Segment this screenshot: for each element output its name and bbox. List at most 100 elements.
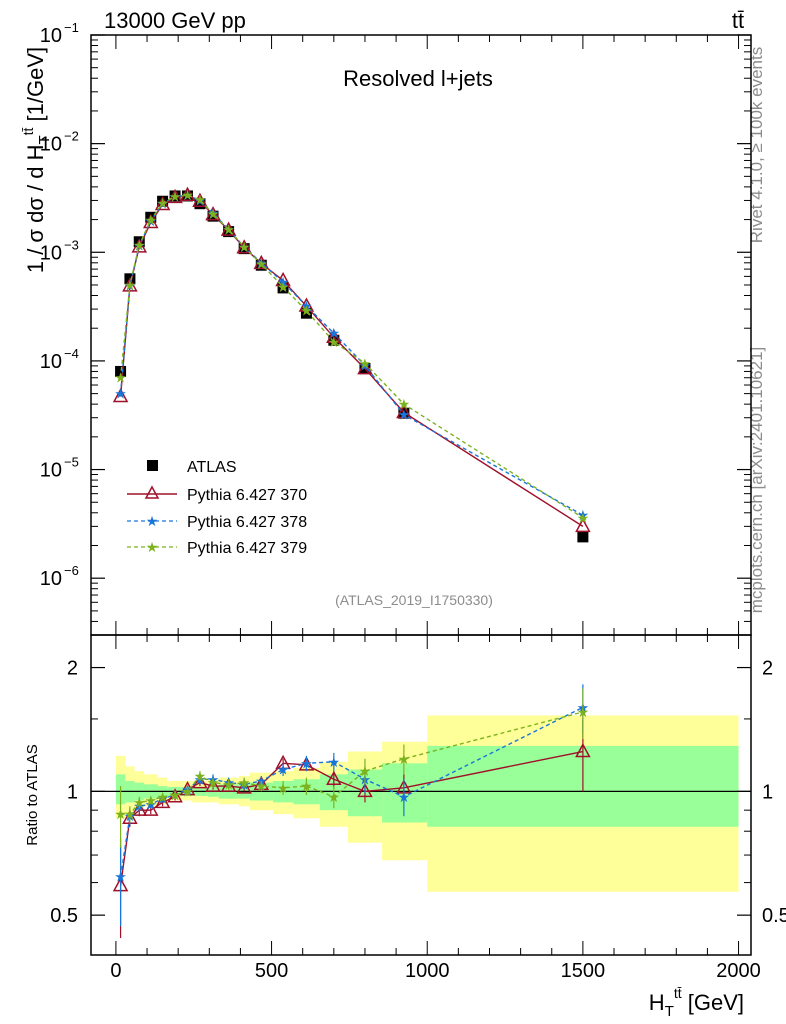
main-series-point-1	[253, 254, 270, 270]
y-label-main: 1 / σ dσ / d H	[23, 145, 48, 274]
legend-marker-379: ★	[146, 539, 159, 555]
x-axis-label: HTtt̄ [GeV]	[649, 985, 744, 1020]
main-series-point-2: ★	[398, 407, 411, 423]
main-series-point-1	[298, 297, 315, 312]
main-series-point-0	[577, 531, 589, 543]
main-series-point-2: ★	[577, 507, 590, 523]
main-series-point-2: ★	[328, 325, 341, 341]
main-series-point-3: ★	[114, 370, 127, 386]
x-tick-label: 0	[110, 960, 121, 982]
main-series-point-0	[223, 226, 235, 238]
ratio-y-axis-label: Ratio to ATLAS	[24, 744, 41, 845]
main-series-point-1	[154, 195, 171, 211]
ratio-y-tick-label-left: 0.5	[50, 905, 78, 927]
x-tick-label: 1500	[561, 960, 606, 982]
legend-marker-atlas	[147, 460, 158, 471]
main-series-point-2: ★	[194, 192, 207, 208]
main-series-point-2: ★	[300, 298, 313, 314]
main-y-tick-label: 10	[40, 351, 62, 373]
main-series-point-0	[207, 210, 219, 222]
ratio-series-point-0	[143, 801, 159, 816]
main-series-point-3: ★	[398, 396, 411, 412]
main-series-point-3: ★	[124, 277, 137, 293]
main-series-point-1	[143, 213, 159, 229]
ratio-series-point-2: ★	[114, 806, 127, 822]
main-series-line-3	[119, 194, 584, 519]
main-y-axis-label: 1 / σ dσ / d HTtt̄ [1/GeV]	[20, 47, 53, 273]
legend: ATLAS Pythia 6.427 370 ★ Pythia 6.427 37…	[127, 459, 307, 557]
process-label: tt̄	[732, 8, 744, 33]
main-series-point-0	[115, 365, 127, 377]
legend-label-379: Pythia 6.427 379	[187, 540, 307, 557]
energy-label: 13000 GeV pp	[104, 8, 246, 33]
main-series-point-0	[157, 195, 169, 207]
rivet-version-label: Rivet 4.1.0, ≥ 100k events	[747, 47, 766, 243]
main-series-point-1	[205, 206, 221, 221]
main-series-point-2: ★	[114, 386, 127, 402]
main-series-point-3: ★	[277, 279, 290, 295]
ratio-plot-frame	[90, 634, 752, 956]
x-label-main: H	[649, 990, 665, 1015]
ratio-series-point-0	[220, 777, 237, 792]
ratio-series-point-2: ★	[194, 768, 207, 784]
ratio-axis-ticks: 0.5 0.5 1 1 2 2 0 500 1000 1500 2000	[50, 635, 786, 982]
main-series-point-3: ★	[133, 237, 146, 253]
main-series-point-0	[194, 198, 206, 210]
ratio-series-point-2: ★	[300, 778, 313, 794]
ratio-uncertainty-bands	[115, 715, 739, 892]
main-series-point-0	[328, 334, 340, 346]
ratio-y-tick-label-left: 1	[67, 781, 78, 803]
main-series-point-1	[326, 328, 342, 344]
main-series-point-3: ★	[238, 239, 251, 255]
ratio-series-point-2: ★	[207, 775, 220, 791]
ratio-series-point-1: ★	[328, 754, 341, 770]
ratio-series-point-2: ★	[222, 776, 235, 792]
main-y-tick-exponent: −5	[64, 455, 79, 470]
main-series-point-3: ★	[359, 355, 372, 371]
ratio-series-point-0	[154, 793, 171, 809]
ratio-series-point-2: ★	[181, 783, 194, 799]
ratio-y-tick-label-right: 1	[762, 781, 773, 803]
ratio-series-point-0	[326, 770, 342, 786]
main-y-axis-ticks: 10−610−510−410−310−210−1	[40, 20, 751, 636]
main-series-point-2: ★	[181, 187, 194, 203]
main-series-point-0	[255, 259, 267, 271]
main-series-point-0	[133, 236, 145, 248]
x-tick-label: 500	[255, 960, 288, 982]
main-y-tick-label: 10	[40, 242, 62, 264]
ratio-data-series: ★★★★ ★ ★ ★★ ★ ★ ★ ★★ ★ ★★★★★★★★ ★ ★ ★★ ★ ★ ★ ★ ★ ★★★★★	[112, 684, 591, 938]
ratio-series-point-2: ★	[156, 789, 169, 805]
y-label-sub: T	[36, 135, 53, 144]
main-series-point-3: ★	[328, 334, 341, 350]
ratio-series-line-1	[119, 706, 584, 877]
main-y-tick-label: 10	[40, 568, 62, 590]
main-series-point-1	[357, 360, 373, 375]
x-label-sub: T	[665, 1003, 674, 1020]
main-series-point-3: ★	[222, 222, 235, 238]
ratio-series-point-2: ★	[577, 704, 590, 720]
main-y-tick-exponent: −4	[64, 346, 79, 361]
main-series-point-1	[236, 239, 252, 254]
main-data-series: ★★★★★ ★ ★ ★★★★★★★★★★★★★★★★ ★ ★ ★★★★★★★★★★★	[112, 186, 591, 543]
main-y-tick-label: 10	[40, 460, 62, 482]
y-label-unit: [1/GeV]	[23, 47, 48, 128]
main-series-point-1	[112, 387, 129, 403]
main-series-point-0	[300, 307, 312, 319]
ratio-y-tick-label-left: 2	[67, 658, 78, 680]
ratio-series-point-1: ★	[300, 755, 313, 771]
legend-entry-atlas: ATLAS	[147, 459, 237, 476]
main-series-point-0	[169, 190, 181, 202]
main-series-point-3: ★	[577, 510, 590, 526]
main-series-point-1	[179, 186, 196, 201]
main-series-point-3: ★	[156, 195, 169, 211]
legend-entry-378: ★ Pythia 6.427 378	[127, 513, 307, 531]
legend-label-370: Pythia 6.427 370	[187, 487, 307, 504]
legend-entry-379: ★ Pythia 6.427 379	[127, 539, 307, 557]
main-series-point-2: ★	[277, 274, 290, 290]
main-series-point-3: ★	[207, 206, 220, 222]
ratio-series-line-2	[120, 711, 584, 815]
main-series-point-1	[396, 403, 412, 419]
ratio-plot-panel: ★★★★ ★ ★ ★★ ★ ★ ★ ★★ ★ ★★★★★★★★ ★ ★ ★★ ★ ★ ★ ★ ★ ★★★★★ 0.5…	[24, 634, 786, 1020]
main-series-point-0	[145, 211, 157, 223]
